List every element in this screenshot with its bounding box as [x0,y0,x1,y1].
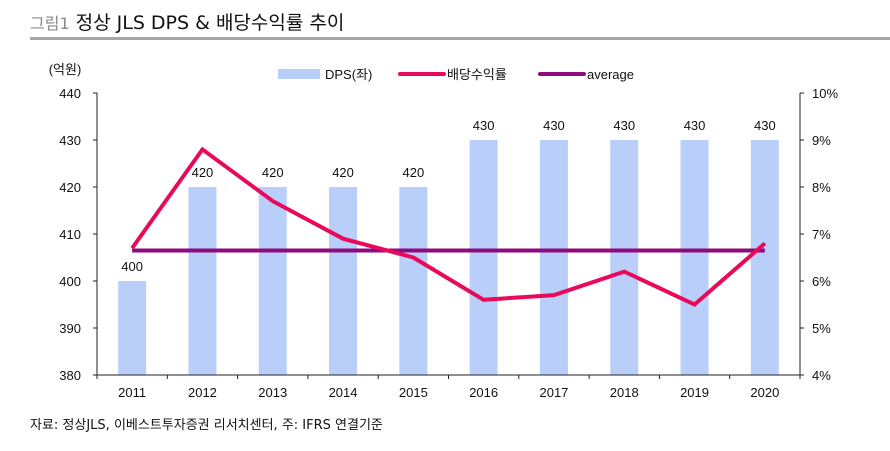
right-tick-label: 8% [812,180,831,195]
legend-swatch-0 [278,69,320,79]
right-tick-label: 5% [812,321,831,336]
dps-bar-2014 [329,187,358,375]
dps-label-2020: 430 [754,118,776,133]
source-note: 자료: 정상JLS, 이베스트투자증권 리서치센터, 주: IFRS 연결기준 [30,418,383,433]
dps-label-2017: 430 [543,118,565,133]
left-tick-label: 380 [59,368,81,383]
legend-label-0: DPS(좌) [325,67,372,82]
left-tick-label: 410 [59,227,81,242]
dps-bar-2016 [469,140,498,375]
dps-label-2014: 420 [332,165,354,180]
x-tick-label: 2013 [258,385,287,400]
left-tick-label: 440 [59,86,81,101]
dps-bar-2015 [399,187,428,375]
x-tick-label: 2017 [539,385,568,400]
dps-label-2016: 430 [473,118,495,133]
dps-label-2013: 420 [262,165,284,180]
right-tick-label: 9% [812,133,831,148]
dps-label-2012: 420 [192,165,214,180]
title-divider [30,37,890,40]
x-tick-label: 2020 [750,385,779,400]
left-tick-label: 420 [59,180,81,195]
left-tick-label: 430 [59,133,81,148]
x-tick-label: 2016 [469,385,498,400]
title-text: 정상 JLS DPS & 배당수익률 추이 [75,12,345,34]
figure-label: 그림1 [30,14,70,33]
x-tick-label: 2015 [399,385,428,400]
x-tick-label: 2019 [680,385,709,400]
dps-label-2018: 430 [613,118,635,133]
dps-label-2019: 430 [684,118,706,133]
legend-label-2: average [587,67,634,82]
right-tick-label: 6% [812,274,831,289]
dps-bar-2012 [188,187,217,375]
legend-label-1: 배당수익률 [447,67,507,82]
x-tick-label: 2012 [188,385,217,400]
dps-bar-2018 [610,140,639,375]
right-tick-label: 4% [812,368,831,383]
x-tick-label: 2011 [118,385,146,400]
dps-bar-2019 [680,140,709,375]
figure-title: 그림1 정상 JLS DPS & 배당수익률 추이 [30,8,344,35]
yield-line [130,146,767,307]
dps-label-2015: 420 [402,165,424,180]
dps-bar-2020 [750,140,779,375]
dps-bar-2011 [118,281,147,375]
dps-label-2011: 400 [121,259,143,274]
x-tick-label: 2018 [610,385,639,400]
right-tick-label: 10% [812,86,838,101]
dps-bar-2017 [539,140,568,375]
left-tick-label: 400 [59,274,81,289]
x-tick-label: 2014 [329,385,358,400]
dps-bar-2013 [258,187,287,375]
left-tick-label: 390 [59,321,81,336]
left-axis-unit: (억원) [49,62,82,77]
right-tick-label: 7% [812,227,831,242]
